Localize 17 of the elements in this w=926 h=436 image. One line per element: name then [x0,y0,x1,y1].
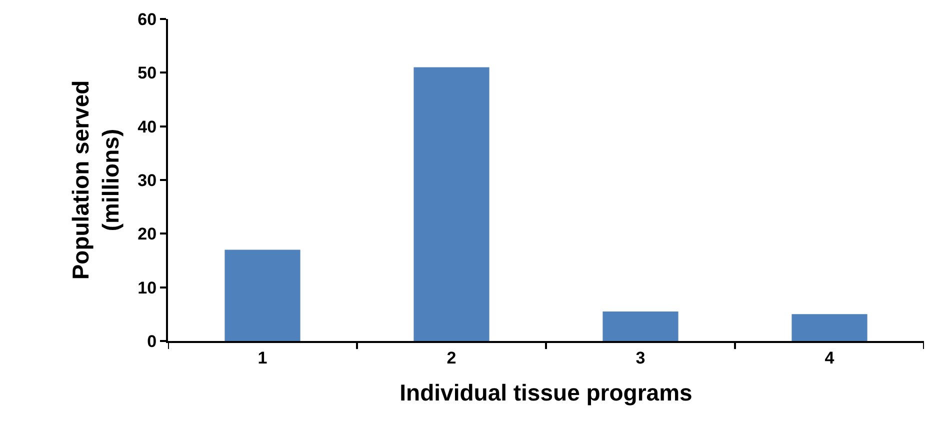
y-tick-label: 20 [138,224,157,244]
y-tick-label: 10 [138,278,157,298]
bar [792,314,868,341]
bar [224,250,300,341]
y-tick-label: 40 [138,117,157,136]
y-axis-title: Population served (millions) [68,80,124,280]
y-tick-label: 60 [138,10,157,29]
bar [602,311,678,341]
x-tick-label: 3 [636,348,646,368]
bar [414,67,490,341]
y-tick-label: 50 [138,64,157,83]
y-tick-label: 0 [147,332,157,351]
x-axis-title: Individual tissue programs [400,380,692,406]
y-tick-label: 30 [138,170,157,190]
x-tick-label: 1 [258,348,268,368]
x-tick-label: 4 [824,348,835,368]
x-tick-label: 2 [446,348,456,368]
